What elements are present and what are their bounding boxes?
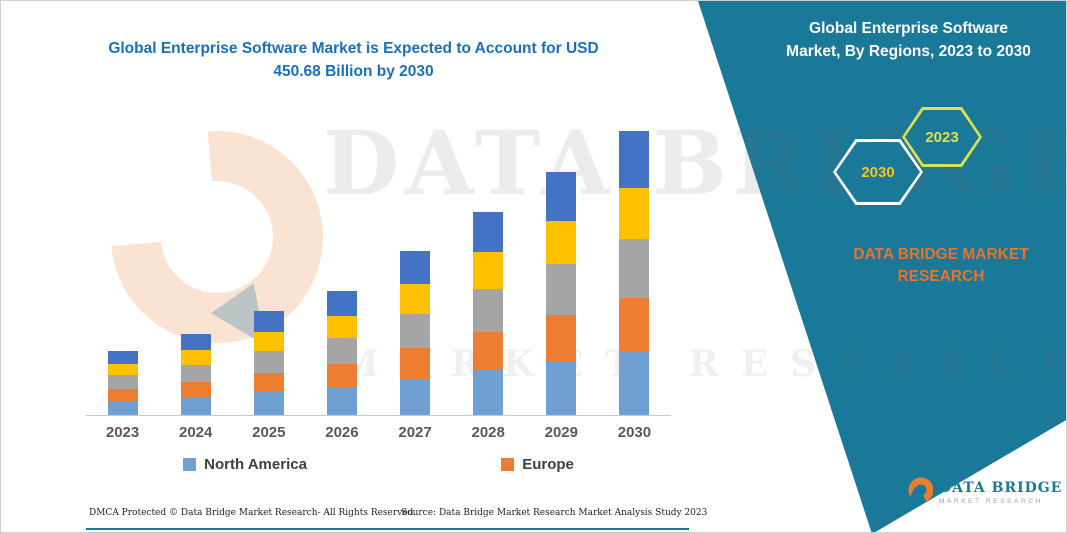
bar-segment-unlabeled-yellow: [180, 350, 211, 365]
bar-segment-Europe: [180, 381, 211, 398]
stacked-bar-2029: [546, 172, 577, 415]
bar-segment-Europe: [400, 347, 431, 379]
bar-segment-North America: [546, 361, 577, 415]
bar-segment-unlabeled-yellow: [546, 220, 577, 265]
brand-wordmark: DATA BRIDGE MARKET RESEARCH: [846, 244, 1036, 289]
footer-source-text: Source: Data Bridge Market Research Mark…: [401, 508, 708, 518]
page-title: Global Enterprise Software Market is Exp…: [81, 37, 626, 84]
bar-segment-Europe: [473, 331, 504, 371]
bar-slot-2026: [305, 291, 378, 415]
x-axis-label-2028: 2028: [471, 424, 505, 441]
banner-title-line1: Global Enterprise Software: [809, 20, 1008, 37]
bar-segment-unlabeled-yellow: [326, 315, 357, 339]
stacked-bar-2027: [400, 251, 431, 415]
brand-wordmark-line2: RESEARCH: [897, 268, 985, 286]
stacked-bar-2026: [326, 291, 357, 415]
x-axis-label-2030: 2030: [617, 424, 652, 441]
bar-slot-2023: [86, 350, 159, 415]
page-title-line2: 450.68 Billion by 2030: [273, 63, 434, 81]
bar-segment-unlabeled-gray: [253, 350, 284, 373]
bar-segment-unlabeled-gray: [546, 264, 577, 316]
stacked-bar-2028: [473, 211, 504, 415]
bar-segment-Europe: [619, 298, 650, 353]
stacked-bar-2023: [107, 350, 138, 415]
hexagon-badge-2030: 2030: [833, 139, 923, 205]
bar-segment-North America: [400, 379, 431, 415]
bar-slot-2030: [598, 130, 671, 415]
bar-slot-2025: [232, 311, 305, 415]
bar-segment-unlabeled-gray: [326, 338, 357, 365]
bar-segment-unlabeled-dark-blue: [326, 291, 357, 316]
bar-segment-unlabeled-gray: [180, 364, 211, 382]
bar-segment-North America: [107, 400, 138, 415]
bar-segment-North America: [253, 392, 284, 415]
bar-slot-2027: [379, 251, 452, 415]
corner-logo-subtitle: MARKET RESEARCH: [939, 497, 1043, 505]
bar-slot-2024: [159, 333, 232, 415]
bar-segment-unlabeled-dark-blue: [473, 211, 504, 253]
bar-segment-unlabeled-yellow: [107, 363, 138, 376]
bar-segment-unlabeled-gray: [473, 289, 504, 332]
hexagon-badge-2023-label: 2023: [905, 110, 979, 164]
bar-segment-unlabeled-yellow: [253, 332, 284, 351]
footer-dmca-text: DMCA Protected © Data Bridge Market Rese…: [89, 508, 417, 518]
footer-divider-line: [86, 528, 689, 530]
x-axis-label-2023: 2023: [105, 424, 140, 441]
stacked-bar-2024: [180, 333, 211, 415]
corner-logo-name: DATA BRIDGE: [939, 479, 1063, 496]
x-axis-labels: 2023 2024 2025 2026 2027 2028 2029 2030: [86, 424, 671, 441]
bar-slot-2029: [525, 172, 598, 415]
bar-segment-Europe: [546, 315, 577, 362]
x-axis-label-2025: 2025: [252, 424, 286, 441]
bar-segment-unlabeled-yellow: [619, 187, 650, 239]
brand-wordmark-line1: DATA BRIDGE MARKET: [853, 246, 1029, 263]
data-bridge-logo-icon: [906, 477, 933, 506]
stacked-bar-2025: [253, 311, 284, 415]
x-axis-label-2029: 2029: [544, 424, 578, 441]
legend-label-europe: Europe: [522, 456, 574, 473]
bar-segment-unlabeled-dark-blue: [107, 350, 138, 364]
x-axis-label-2026: 2026: [325, 424, 359, 441]
bar-segment-Europe: [326, 364, 357, 388]
x-axis-label-2024: 2024: [179, 424, 213, 441]
bar-segment-unlabeled-dark-blue: [180, 333, 211, 351]
legend-label-north-america: North America: [204, 456, 307, 473]
bar-segment-North America: [326, 387, 357, 415]
corner-logo: DATA BRIDGE MARKET RESEARCH: [903, 475, 1062, 509]
bar-segment-North America: [180, 397, 211, 415]
bar-segment-North America: [619, 352, 650, 415]
page-title-line1: Global Enterprise Software Market is Exp…: [108, 40, 599, 57]
bar-segment-unlabeled-gray: [400, 313, 431, 348]
bar-slot-2028: [452, 211, 525, 415]
bar-segment-unlabeled-dark-blue: [546, 172, 577, 221]
corner-logo-text: DATA BRIDGE MARKET RESEARCH: [939, 480, 1062, 505]
bar-segment-unlabeled-gray: [107, 375, 138, 389]
bar-segment-unlabeled-dark-blue: [253, 311, 284, 333]
hexagon-badge-2030-label: 2030: [836, 142, 920, 202]
bar-segment-unlabeled-yellow: [400, 284, 431, 314]
bar-segment-Europe: [107, 388, 138, 401]
bar-segment-unlabeled-yellow: [473, 252, 504, 290]
legend-item-north-america: North America: [183, 456, 307, 473]
legend-swatch-europe: [501, 458, 515, 471]
bar-segment-unlabeled-gray: [619, 238, 650, 299]
legend-item-europe: Europe: [501, 456, 574, 473]
chart-legend: North America Europe: [86, 456, 671, 473]
bar-segment-unlabeled-dark-blue: [619, 130, 650, 188]
plot-area: [86, 113, 671, 416]
x-axis-label-2027: 2027: [398, 424, 432, 441]
bar-segment-Europe: [253, 372, 284, 393]
bar-segment-unlabeled-dark-blue: [400, 251, 431, 285]
banner-title: Global Enterprise Software Market, By Re…: [756, 17, 1061, 64]
legend-swatch-north-america: [183, 458, 197, 471]
bar-segment-North America: [473, 370, 504, 415]
stacked-bar-chart: 2023 2024 2025 2026 2027 2028 2029 2030: [86, 113, 671, 441]
hexagon-badge-2023: 2023: [902, 107, 982, 167]
stacked-bar-2030: [619, 130, 650, 415]
banner-title-line2: Market, By Regions, 2023 to 2030: [786, 43, 1031, 61]
